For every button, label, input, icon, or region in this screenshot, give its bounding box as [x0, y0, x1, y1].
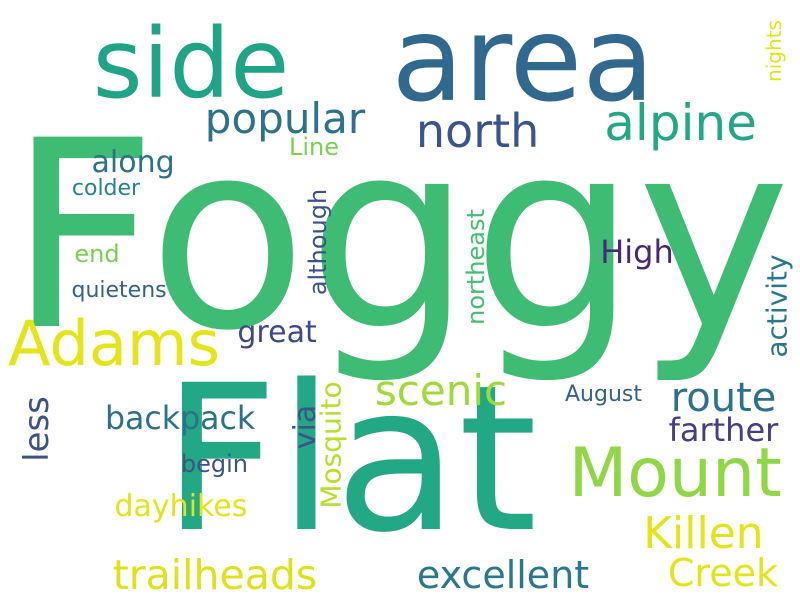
word-backpack: backpack: [105, 401, 256, 438]
word-northeast: northeast: [462, 209, 491, 325]
word-great: great: [237, 315, 317, 350]
word-along: along: [91, 145, 175, 180]
word-area: area: [391, 0, 655, 128]
word-adams: Adams: [8, 306, 221, 380]
word-north: north: [415, 104, 540, 158]
word-killen: Killen: [643, 508, 764, 559]
word-nights: nights: [762, 20, 787, 82]
word-scenic: scenic: [374, 366, 508, 415]
word-route: route: [670, 375, 777, 421]
word-dayhikes: dayhikes: [114, 489, 248, 524]
word-activity: activity: [760, 254, 794, 358]
word-line: Line: [289, 133, 340, 161]
word-colder: colder: [71, 176, 141, 201]
word-mount: Mount: [568, 434, 782, 513]
word-less: less: [16, 396, 57, 462]
word-creek: Creek: [667, 551, 778, 595]
word-august: August: [565, 382, 642, 407]
word-high: High: [600, 233, 674, 271]
word-side: side: [92, 8, 290, 120]
word-excellent: excellent: [416, 553, 590, 597]
word-quietens: quietens: [71, 278, 167, 303]
word-although: although: [303, 188, 332, 296]
word-popular: popular: [204, 94, 366, 143]
word-begin: begin: [180, 450, 249, 478]
word-alpine: alpine: [604, 94, 757, 152]
word-foggy: Foggy: [8, 85, 791, 388]
word-trailheads: trailheads: [112, 551, 318, 599]
word-end: end: [74, 240, 120, 268]
word-farther: farther: [668, 411, 779, 449]
word-flat: Flat: [162, 341, 538, 577]
word-mosquito: Mosquito: [314, 381, 348, 509]
